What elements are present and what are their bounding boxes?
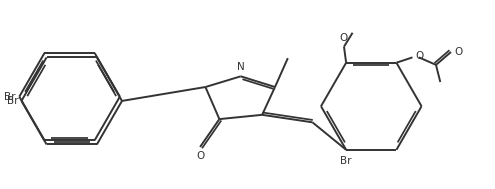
Text: N: N	[237, 62, 245, 72]
Text: Br: Br	[3, 92, 15, 102]
Text: O: O	[454, 47, 462, 57]
Text: O: O	[196, 151, 204, 161]
Text: Br: Br	[7, 96, 18, 106]
Text: O: O	[416, 51, 424, 61]
Text: Br: Br	[341, 156, 352, 166]
Text: O: O	[340, 33, 348, 43]
